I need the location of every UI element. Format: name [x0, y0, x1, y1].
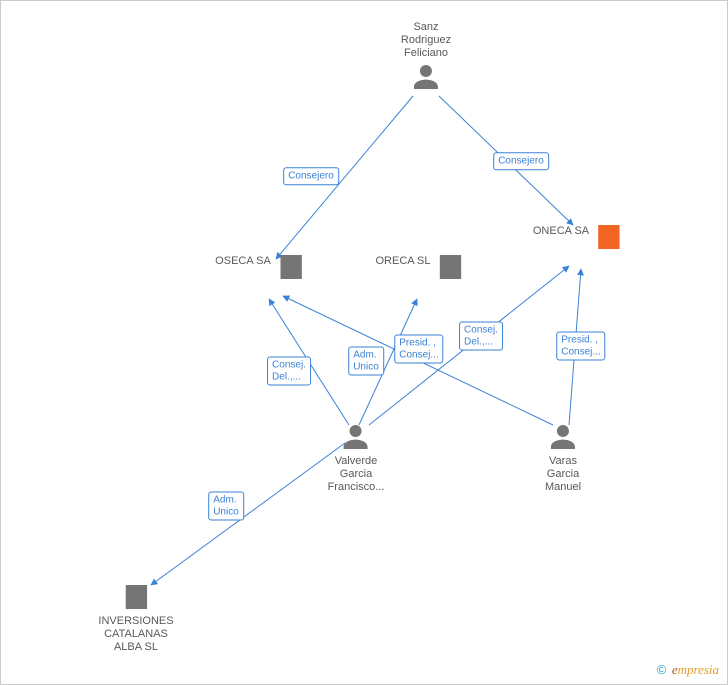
node-oreca: ORECA SL [375, 251, 466, 285]
edge-label-valverde-oreca: Adm. Unico [348, 347, 384, 376]
node-label: INVERSIONES CATALANAS ALBA SL [98, 615, 173, 653]
building-icon [593, 221, 625, 253]
edge-label-valverde-oseca: Consej. Del.,... [267, 357, 311, 386]
node-inversiones: INVERSIONES CATALANAS ALBA SL [98, 581, 173, 655]
diagram-canvas: { "type": "network", "canvas": { "width"… [0, 0, 728, 685]
building-icon [275, 251, 307, 283]
edge-label-varas-oseca: Presid. , Consej... [394, 335, 443, 364]
node-oneca: ONECA SA [533, 221, 625, 255]
footer-credit: © empresia [657, 662, 719, 678]
edge-label-sanz-oneca: Consejero [493, 152, 549, 170]
building-icon [435, 251, 467, 283]
node-sanz: Sanz Rodriguez Feliciano [401, 21, 451, 95]
node-label: Varas Garcia Manuel [545, 455, 581, 493]
person-icon [547, 421, 579, 453]
person-icon [410, 61, 442, 93]
node-varas: Varas Garcia Manuel [545, 421, 581, 495]
node-label: Sanz Rodriguez Feliciano [401, 21, 451, 59]
person-icon [340, 421, 372, 453]
building-icon [120, 581, 152, 613]
edge-label-varas-oneca: Presid. , Consej... [556, 332, 605, 361]
copyright-symbol: © [657, 662, 667, 677]
node-valverde: Valverde Garcia Francisco... [328, 421, 385, 495]
edge-label-sanz-oseca: Consejero [283, 167, 339, 185]
edge-label-valverde-inversiones: Adm. Unico [208, 492, 244, 521]
node-label: Valverde Garcia Francisco... [328, 455, 385, 493]
node-oseca: OSECA SA [215, 251, 307, 285]
edge-label-valverde-oneca: Consej. Del.,... [459, 322, 503, 351]
brand-name: empresia [672, 662, 719, 677]
edge-valverde-inversiones [151, 443, 345, 585]
